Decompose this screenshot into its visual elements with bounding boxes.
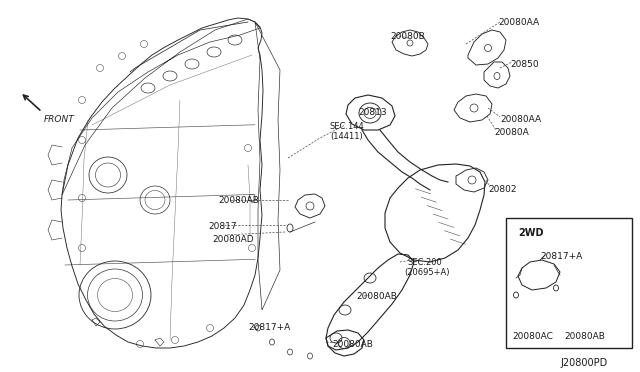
Text: J20800PD: J20800PD xyxy=(560,358,607,368)
Text: 20080A: 20080A xyxy=(494,128,529,137)
Text: FRONT: FRONT xyxy=(44,115,75,124)
Text: 2WD: 2WD xyxy=(518,228,543,238)
Text: SEC.144: SEC.144 xyxy=(330,122,365,131)
Bar xyxy=(506,218,632,348)
Text: 20080B: 20080B xyxy=(390,32,425,41)
Text: 20080AB: 20080AB xyxy=(564,332,605,341)
Text: 20080AB: 20080AB xyxy=(356,292,397,301)
Text: 20813: 20813 xyxy=(358,108,387,117)
Text: 20080AA: 20080AA xyxy=(498,18,539,27)
Text: 20080AB: 20080AB xyxy=(218,196,259,205)
Text: 20817: 20817 xyxy=(208,222,237,231)
Text: 20080AC: 20080AC xyxy=(512,332,553,341)
Text: 20817+A: 20817+A xyxy=(540,252,582,261)
Text: 20080AD: 20080AD xyxy=(212,235,253,244)
Text: SEC.200: SEC.200 xyxy=(408,258,443,267)
Text: (14411): (14411) xyxy=(330,132,363,141)
Text: 20850: 20850 xyxy=(510,60,539,69)
Text: 20817+A: 20817+A xyxy=(248,323,291,332)
Text: 20802: 20802 xyxy=(488,185,516,194)
Text: 20080AA: 20080AA xyxy=(500,115,541,124)
Text: (20695+A): (20695+A) xyxy=(404,268,449,277)
Text: 20080AB: 20080AB xyxy=(332,340,373,349)
